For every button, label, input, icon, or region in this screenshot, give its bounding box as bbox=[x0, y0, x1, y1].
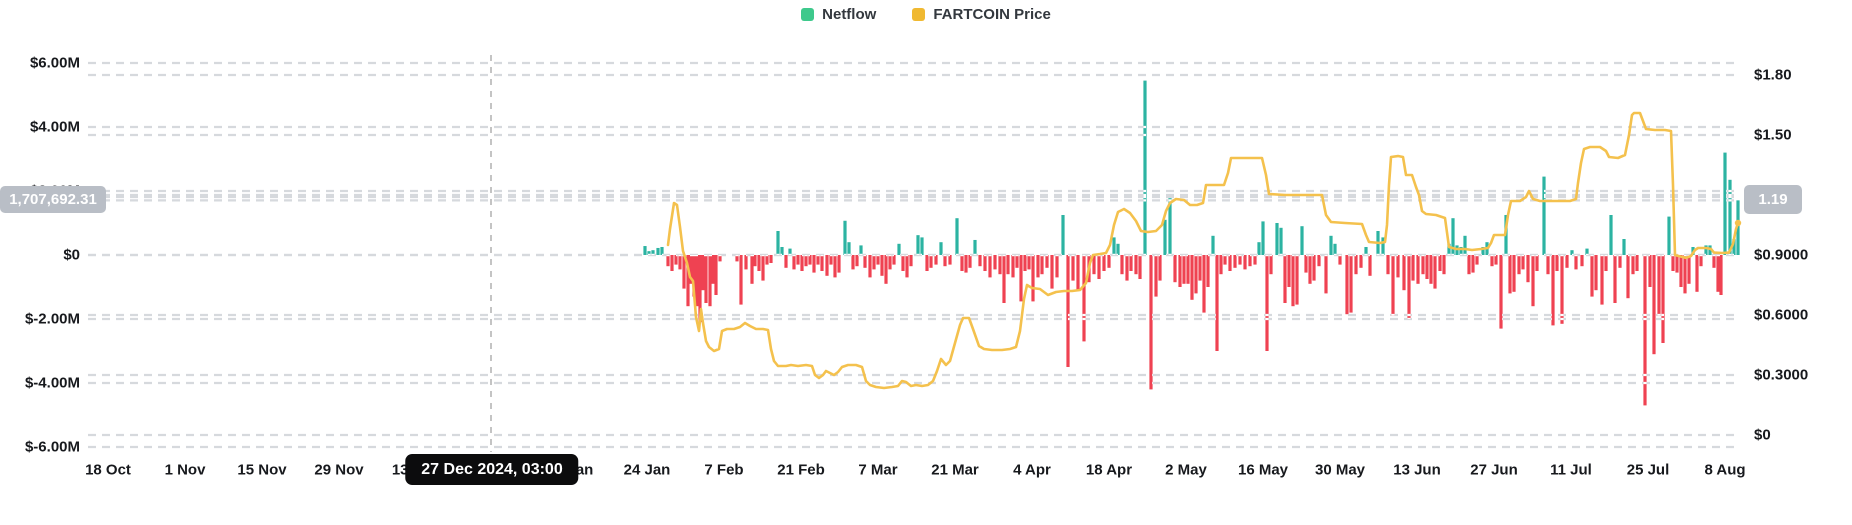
gridlines-gray bbox=[88, 61, 1740, 449]
x-axis-tick-label: 18 Apr bbox=[1085, 461, 1133, 479]
x-axis-tick-label: 1 Nov bbox=[164, 461, 206, 479]
left-axis-tick-label: $-6.00M bbox=[24, 438, 80, 456]
x-axis-tick-label: 15 Nov bbox=[237, 461, 287, 479]
x-axis-tick-label: 24 Jan bbox=[623, 461, 671, 479]
right-axis-tick-label: $0 bbox=[1754, 426, 1771, 444]
x-axis-tick-label: 13 Jun bbox=[1393, 461, 1441, 479]
x-axis-tick-label: 16 May bbox=[1237, 461, 1289, 479]
legend-label-netflow: Netflow bbox=[822, 6, 877, 23]
left-axis-tick-label: $-4.00M bbox=[24, 374, 80, 392]
right-axis-tick-label: $1.50 bbox=[1754, 126, 1792, 144]
x-axis-tick-label: 29 Nov bbox=[314, 461, 364, 479]
right-axis-tick-label: $1.80 bbox=[1754, 66, 1792, 84]
crosshair-tooltip: 27 Dec 2024, 03:00 bbox=[405, 454, 579, 485]
x-axis-tick-label: 4 Apr bbox=[1013, 461, 1051, 479]
legend-label-fartcoin-price: FARTCOIN Price bbox=[933, 6, 1051, 23]
x-axis-tick-label: 21 Mar bbox=[931, 461, 979, 479]
x-axis-tick-label: 27 Jun bbox=[1470, 461, 1518, 479]
fartcoin-price-line bbox=[666, 111, 1740, 390]
legend-item-fartcoin-price[interactable]: FARTCOIN Price bbox=[912, 6, 1051, 23]
price-line-end-dot bbox=[1734, 219, 1742, 227]
right-axis-tick-label: $0.6000 bbox=[1754, 306, 1809, 324]
chart-legend: Netflow FARTCOIN Price bbox=[0, 6, 1852, 23]
x-axis-tick-label: 25 Jul bbox=[1626, 461, 1670, 479]
left-axis-tick-label: $-2.00M bbox=[24, 310, 80, 328]
current-price-label: 1.19 bbox=[1744, 185, 1802, 214]
legend-item-netflow[interactable]: Netflow bbox=[801, 6, 876, 23]
x-axis-tick-label: 21 Feb bbox=[777, 461, 825, 479]
left-axis-tick-label: $6.00M bbox=[29, 54, 80, 72]
left-axis-tick-label: $0 bbox=[63, 246, 80, 264]
netflow-swatch-icon bbox=[801, 8, 815, 21]
x-axis-tick-label: 7 Feb bbox=[704, 461, 744, 479]
x-axis-tick-label: 11 Jul bbox=[1550, 461, 1592, 479]
x-axis-tick-label: 7 Mar bbox=[858, 461, 898, 479]
x-axis-tick-label: 18 Oct bbox=[85, 461, 131, 479]
netflow-bars bbox=[643, 80, 1740, 406]
right-axis-tick-label: $0.3000 bbox=[1754, 366, 1809, 384]
x-axis-tick-label: 8 Aug bbox=[1704, 461, 1746, 479]
current-netflow-label: 1,707,692.31 bbox=[0, 186, 106, 213]
x-axis-tick-label: 2 May bbox=[1165, 461, 1207, 479]
left-axis-tick-label: $4.00M bbox=[29, 118, 80, 136]
fartcoin-price-swatch-icon bbox=[912, 8, 926, 21]
right-axis-tick-label: $0.9000 bbox=[1754, 246, 1809, 264]
x-axis-tick-label: 30 May bbox=[1314, 461, 1366, 479]
